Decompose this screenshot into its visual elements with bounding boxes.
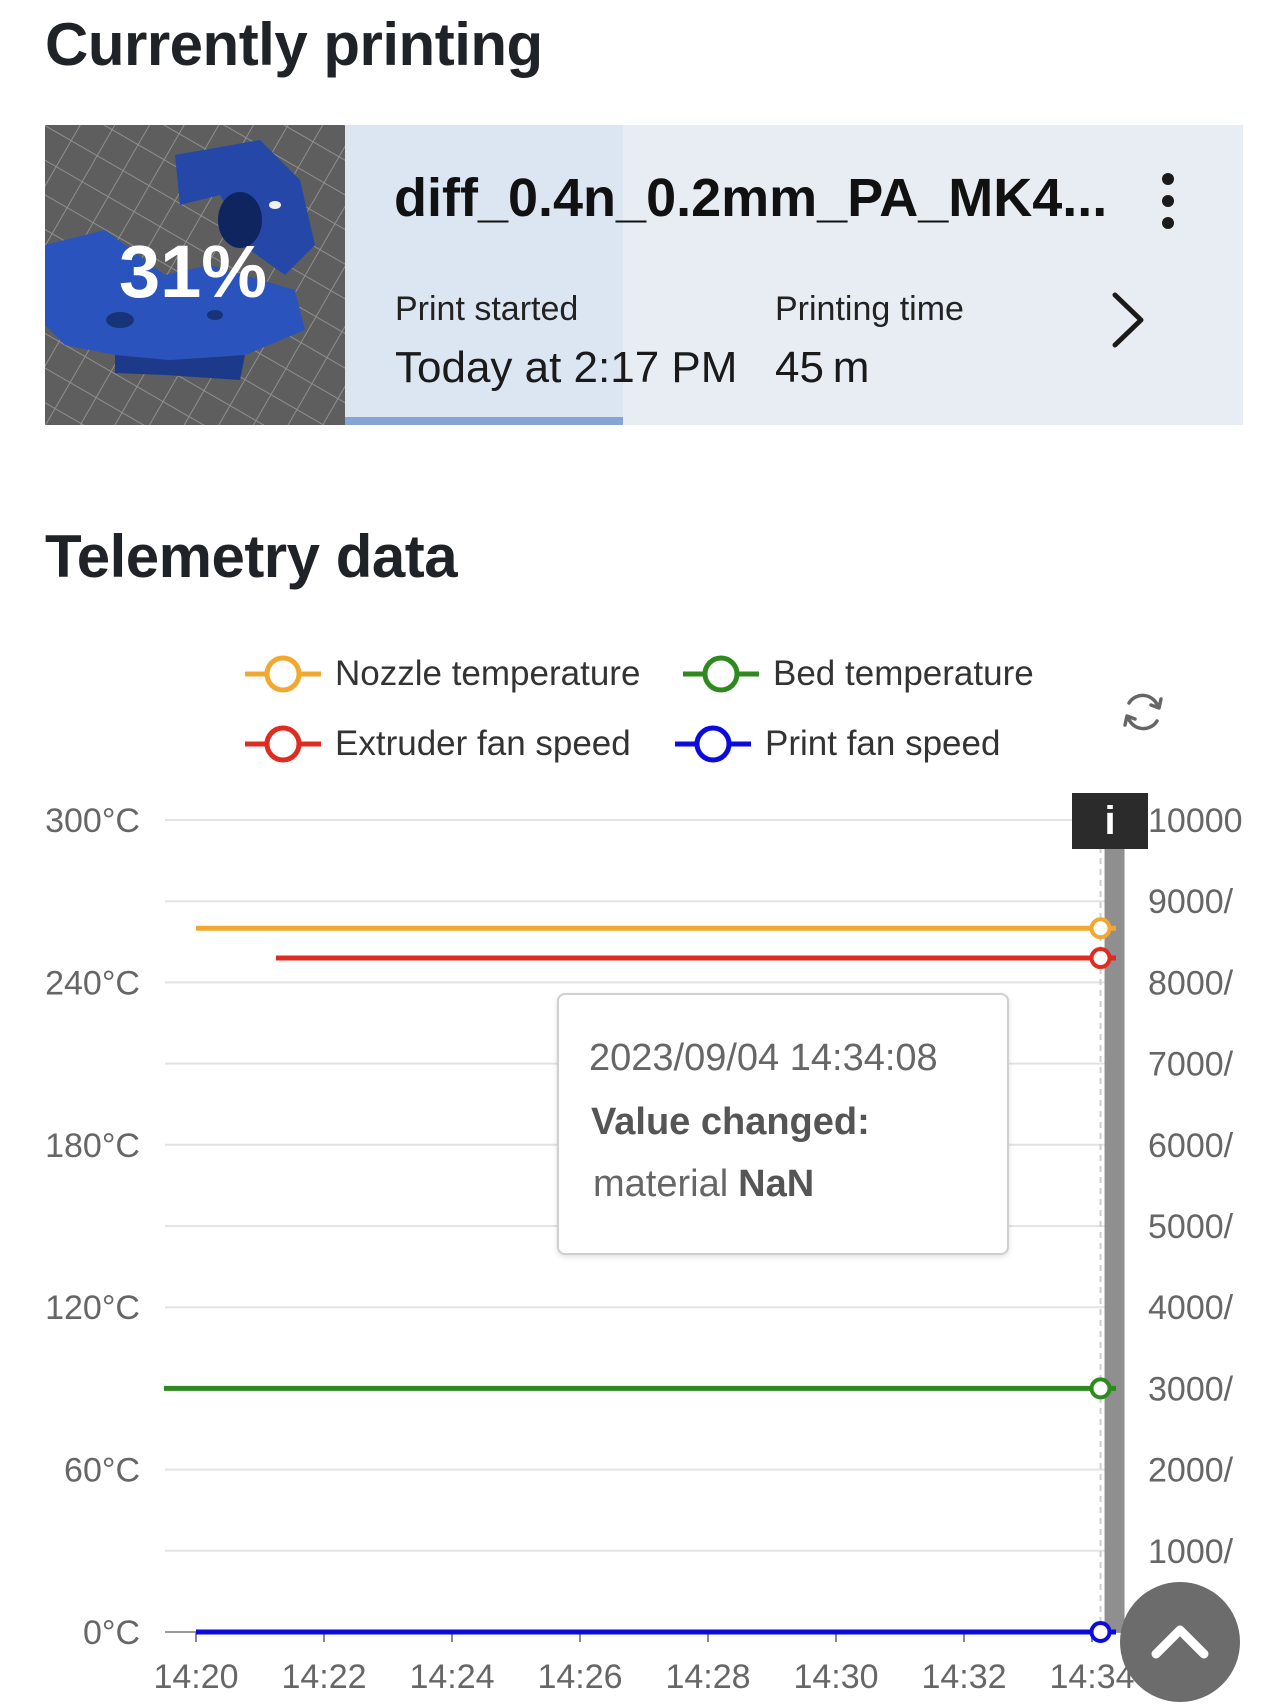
- x-tick-label: 14:28: [665, 1658, 750, 1696]
- tooltip-row: material NaN: [593, 1163, 814, 1206]
- y-right-tick-label: 7000/: [1148, 1046, 1234, 1084]
- y-right-tick-label: 10000: [1148, 802, 1243, 840]
- legend-label: Nozzle temperature: [335, 654, 641, 693]
- y-left-tick-label: 0°C: [83, 1614, 140, 1652]
- series-point: [1089, 917, 1112, 940]
- print-thumbnail: 31%: [45, 125, 345, 425]
- x-tick-label: 14:20: [153, 1658, 238, 1696]
- legend-marker-icon: [683, 655, 759, 693]
- x-tick-label: 14:34: [1049, 1658, 1134, 1696]
- progress-shade: [345, 125, 624, 425]
- y-right-tick-label: 6000/: [1148, 1127, 1234, 1165]
- y-left-tick-label: 180°C: [45, 1127, 140, 1165]
- x-tick-label: 14:22: [281, 1658, 366, 1696]
- x-tick-label: 14:32: [921, 1658, 1006, 1696]
- legend-bed-temperature[interactable]: Bed temperature: [683, 652, 1034, 696]
- tooltip-key: material: [593, 1163, 729, 1205]
- currently-printing-title: Currently printing: [45, 11, 543, 78]
- tooltip-heading: Value changed:: [591, 1101, 870, 1143]
- legend-extruder-fan-speed[interactable]: Extruder fan speed: [245, 722, 631, 766]
- tooltip-value: NaN: [738, 1163, 815, 1205]
- info-badge[interactable]: i: [1072, 793, 1148, 849]
- current-print-card[interactable]: 31% diff_0.4n_0.2mm_PA_MK4... Print star…: [45, 125, 1243, 425]
- x-tick-label: 14:30: [793, 1658, 878, 1696]
- x-tick-label: 14:26: [537, 1658, 622, 1696]
- printing-time-label: Printing time: [775, 290, 964, 328]
- y-right-tick-label: 5000/: [1148, 1208, 1234, 1246]
- chart-tooltip: 2023/09/04 14:34:08 Value changed: mater…: [557, 993, 1009, 1255]
- legend-nozzle-temperature[interactable]: Nozzle temperature: [245, 652, 640, 696]
- legend-label: Bed temperature: [773, 654, 1034, 693]
- tooltip-date: 2023/09/04 14:34:08: [589, 1037, 938, 1079]
- legend-marker-icon: [245, 655, 321, 693]
- print-started-value: Today at 2:17 PM: [395, 343, 738, 392]
- print-filename: diff_0.4n_0.2mm_PA_MK4...: [394, 168, 1108, 228]
- progress-bar: [345, 417, 624, 425]
- printing-time-value: 45 m: [775, 343, 870, 392]
- chevron-right-icon[interactable]: [1103, 287, 1153, 353]
- legend-marker-icon: [675, 725, 751, 763]
- y-right-tick-label: 8000/: [1148, 964, 1234, 1002]
- telemetry-title: Telemetry data: [45, 523, 458, 590]
- y-right-tick-label: 9000/: [1148, 883, 1234, 921]
- legend-marker-icon: [245, 725, 321, 763]
- legend-label: Print fan speed: [765, 724, 1001, 763]
- series-point: [1089, 1621, 1112, 1643]
- chevron-up-icon: [1151, 1625, 1209, 1659]
- marker-band: [1104, 836, 1125, 1632]
- telemetry-chart[interactable]: 0°C 60°C 120°C 180°C 240°C 300°C 1000/2000/300…: [0, 760, 1284, 1702]
- x-tick-label: 14:24: [409, 1658, 494, 1696]
- legend-print-fan-speed[interactable]: Print fan speed: [675, 722, 1000, 766]
- progress-percent: 31%: [119, 230, 267, 313]
- series-point: [1089, 947, 1112, 970]
- refresh-icon[interactable]: [1118, 687, 1168, 737]
- y-right-tick-label: 4000/: [1148, 1289, 1234, 1327]
- print-started-label: Print started: [395, 290, 579, 328]
- y-right-tick-label: 1000/: [1148, 1533, 1234, 1571]
- y-right-tick-label: 2000/: [1148, 1452, 1234, 1490]
- y-left-tick-label: 60°C: [64, 1452, 140, 1490]
- y-right-tick-label: 3000/: [1148, 1370, 1234, 1408]
- kebab-menu-icon[interactable]: [1153, 173, 1183, 229]
- y-left-tick-label: 120°C: [45, 1289, 140, 1327]
- y-left-tick-label: 300°C: [45, 802, 140, 840]
- scroll-to-top-button[interactable]: [1120, 1582, 1240, 1702]
- series-point: [1089, 1377, 1112, 1400]
- y-left-tick-label: 240°C: [45, 964, 140, 1002]
- legend-label: Extruder fan speed: [335, 724, 631, 763]
